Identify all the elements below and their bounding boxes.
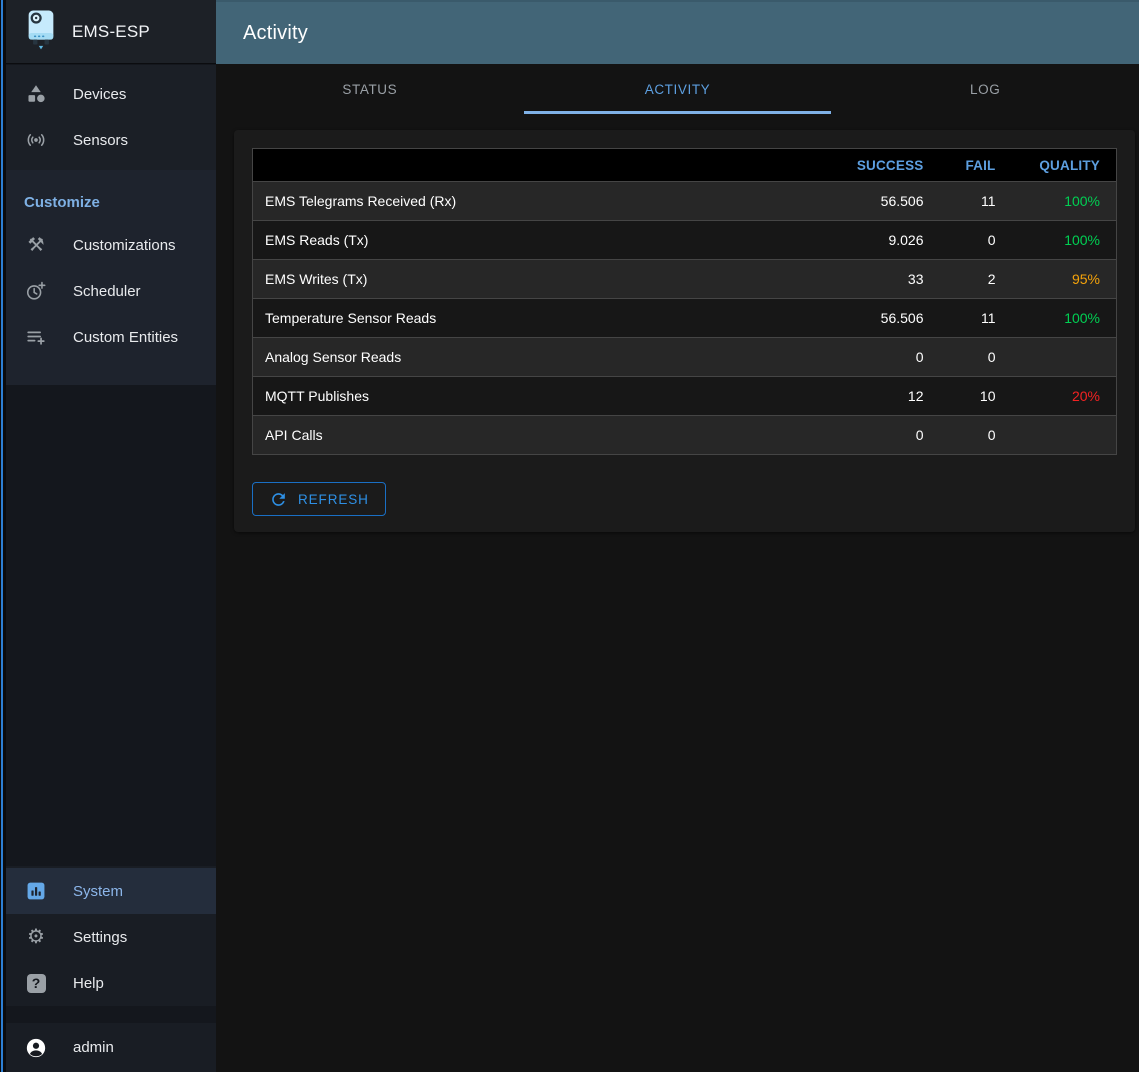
app-title: EMS-ESP <box>72 21 150 41</box>
sidebar: EMS-ESP Devices Sensors Customize ⚒ Custom… <box>6 0 216 1072</box>
more-time-icon <box>24 279 48 303</box>
column-header-success: SUCCESS <box>794 148 940 182</box>
table-row: API Calls 0 0 <box>252 415 1117 455</box>
topbar: Activity <box>216 0 1139 64</box>
sidebar-item-scheduler[interactable]: Scheduler <box>6 268 216 314</box>
tab-activity[interactable]: ACTIVITY <box>524 64 832 114</box>
sidebar-item-system[interactable]: System <box>6 868 216 914</box>
user-name: admin <box>73 1039 114 1056</box>
table-row: EMS Telegrams Received (Rx) 56.506 11 10… <box>252 181 1117 221</box>
table-row: EMS Reads (Tx) 9.026 0 100% <box>252 220 1117 260</box>
customize-section-header: Customize <box>24 193 100 211</box>
activity-card: SUCCESS FAIL QUALITY EMS Telegrams Recei… <box>234 130 1135 532</box>
page-title: Activity <box>243 21 308 44</box>
table-row: EMS Writes (Tx) 33 2 95% <box>252 259 1117 299</box>
tab-status[interactable]: STATUS <box>342 81 398 97</box>
sidebar-item-custom-entities[interactable]: Custom Entities <box>6 314 216 360</box>
sidebar-item-admin[interactable]: admin <box>6 1025 216 1071</box>
sidebar-main-menu: Devices Sensors <box>6 65 216 170</box>
boiler-icon <box>26 9 56 55</box>
activity-table: SUCCESS FAIL QUALITY EMS Telegrams Recei… <box>252 148 1117 455</box>
sidebar-customize-section: Customize ⚒ Customizations Scheduler Custom… <box>6 170 216 385</box>
column-header-quality: QUALITY <box>1011 148 1117 182</box>
settings-icon: ⚙ <box>27 926 45 948</box>
refresh-button-label: REFRESH <box>298 491 369 507</box>
tab-log[interactable]: LOG <box>970 81 1001 97</box>
sidebar-user-section: admin <box>6 1023 216 1072</box>
help-icon: ? <box>24 971 48 995</box>
sidebar-item-sensors[interactable]: Sensors <box>6 117 216 163</box>
sidebar-bottom-menu: System ⚙ Settings? Help <box>6 866 216 1006</box>
refresh-icon <box>269 490 288 509</box>
refresh-button[interactable]: REFRESH <box>252 482 386 516</box>
sidebar-header: EMS-ESP <box>6 0 216 64</box>
left-edge-accent-line <box>1 0 3 1072</box>
analytics-icon <box>24 879 48 903</box>
table-header-row: SUCCESS FAIL QUALITY <box>252 148 1117 182</box>
sidebar-item-customizations[interactable]: ⚒ Customizations <box>6 222 216 268</box>
sidebar-item-help[interactable]: ? Help <box>6 960 216 1006</box>
playlist-add-icon <box>24 325 48 349</box>
column-header-name <box>252 148 795 182</box>
table-row: MQTT Publishes 12 10 20% <box>252 376 1117 416</box>
window-left-edge <box>0 0 6 1072</box>
category-icon <box>24 82 48 106</box>
table-row: Analog Sensor Reads 0 0 <box>252 337 1117 377</box>
table-row: Temperature Sensor Reads 56.506 11 100% <box>252 298 1117 338</box>
tab-bar: STATUS ACTIVITY LOG <box>216 64 1139 114</box>
sensors-icon <box>24 128 48 152</box>
column-header-fail: FAIL <box>939 148 1012 182</box>
account-circle-icon <box>24 1036 48 1060</box>
construction-icon: ⚒ <box>27 234 45 256</box>
sidebar-item-devices[interactable]: Devices <box>6 71 216 117</box>
sidebar-item-settings[interactable]: ⚙ Settings <box>6 914 216 960</box>
